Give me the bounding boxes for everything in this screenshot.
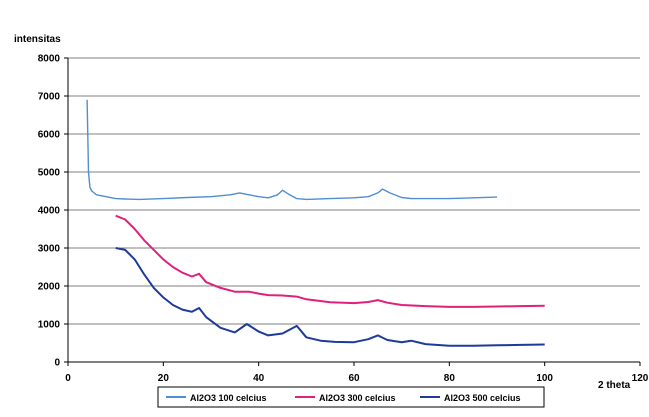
series-layer <box>86 99 545 347</box>
legend-label: Al2O3 300 celcius <box>319 393 396 403</box>
x-axis-title: 2 theta <box>598 380 631 391</box>
y-tick-label: 6000 <box>38 130 61 141</box>
legend-items: Al2O3 100 celcius Al2O3 300 celcius Al2O3 … <box>166 393 521 403</box>
legend-box <box>157 386 545 408</box>
legend-label: Al2O3 500 celcius <box>444 393 521 403</box>
y-tick-label: 8000 <box>38 54 61 65</box>
series-line-1 <box>86 99 498 201</box>
x-tick-label: 60 <box>348 373 360 384</box>
y-tick-label: 3000 <box>38 244 61 255</box>
y-tick-label: 4000 <box>38 206 61 217</box>
x-tick-label: 20 <box>158 373 170 384</box>
series-line-3 <box>115 247 545 347</box>
y-tick-label: 7000 <box>38 92 61 103</box>
x-tick-label: 40 <box>253 373 265 384</box>
y-tick-label: 2000 <box>38 282 61 293</box>
y-tick-label: 1000 <box>38 320 61 331</box>
x-tick-label: 80 <box>444 373 456 384</box>
y-tick-label: 5000 <box>38 168 61 179</box>
x-tick-label: 100 <box>536 373 553 384</box>
legend: Al2O3 100 celcius Al2O3 300 celcius Al2O3 … <box>157 386 545 408</box>
legend-label: Al2O3 100 celcius <box>190 393 267 403</box>
y-tick-label: 0 <box>54 358 60 369</box>
grid-layer <box>68 57 640 325</box>
x-tick-label: 0 <box>65 373 71 384</box>
y-axis-title: intensitas <box>14 34 61 45</box>
series-line-2 <box>115 214 545 308</box>
x-tick-label: 120 <box>632 373 649 384</box>
axes-layer: 0 1000 2000 3000 4000 5000 6000 7000 8000 0 20 40 60… <box>38 54 649 385</box>
